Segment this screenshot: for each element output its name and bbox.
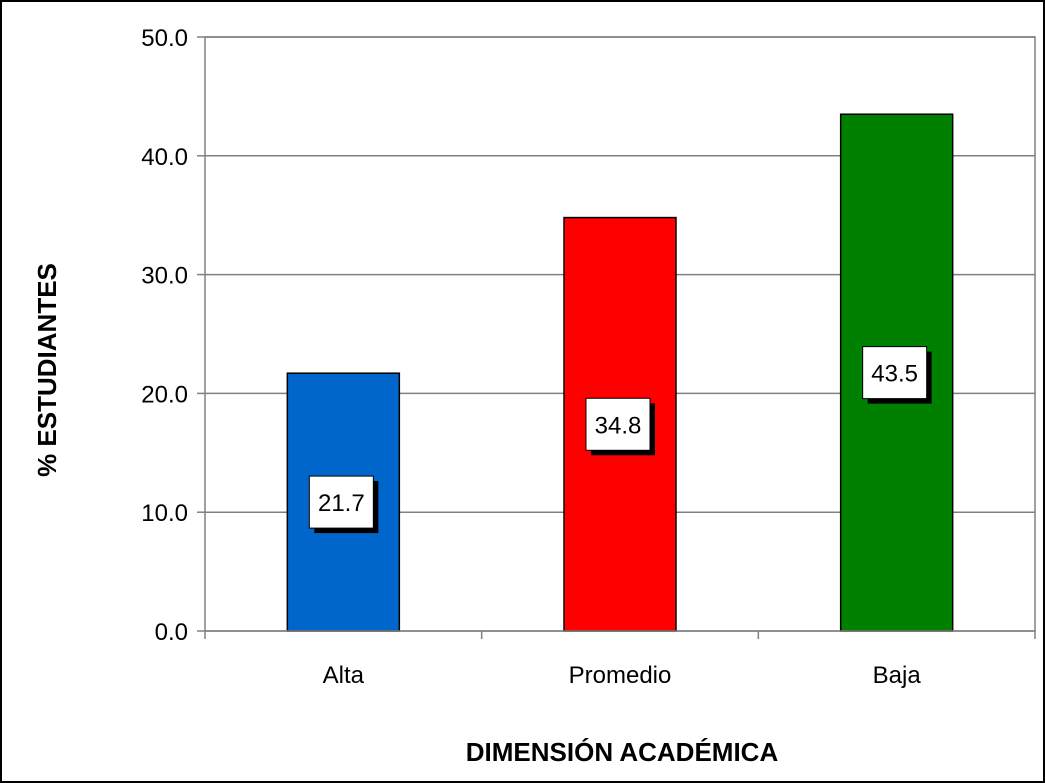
y-axis-title: % ESTUDIANTES [32, 263, 62, 477]
y-tick-label: 30.0 [141, 263, 188, 290]
x-tick-label: Promedio [569, 662, 672, 689]
x-tick-label: Alta [323, 662, 365, 689]
data-label-box [308, 475, 374, 529]
data-label-box [862, 346, 928, 400]
data-labels: 21.7 34.8 43.5 [308, 346, 932, 534]
y-tick-label: 0.0 [155, 619, 188, 646]
data-label: 21.7 [318, 490, 365, 517]
y-tick-label: 40.0 [141, 144, 188, 171]
data-label: 43.5 [871, 361, 918, 388]
y-tick-label: 10.0 [141, 500, 188, 527]
data-label: 34.8 [595, 412, 642, 439]
data-label-box [585, 397, 651, 451]
y-tick-label: 20.0 [141, 381, 188, 408]
axes: 0.0 10.0 20.0 30.0 40.0 50.0 Alta Promedio Baja [141, 25, 1036, 689]
x-tick-label: Baja [873, 662, 922, 689]
x-axis-title: DIMENSIÓN ACADÉMICA [466, 737, 779, 767]
y-tick-label: 50.0 [141, 25, 188, 52]
